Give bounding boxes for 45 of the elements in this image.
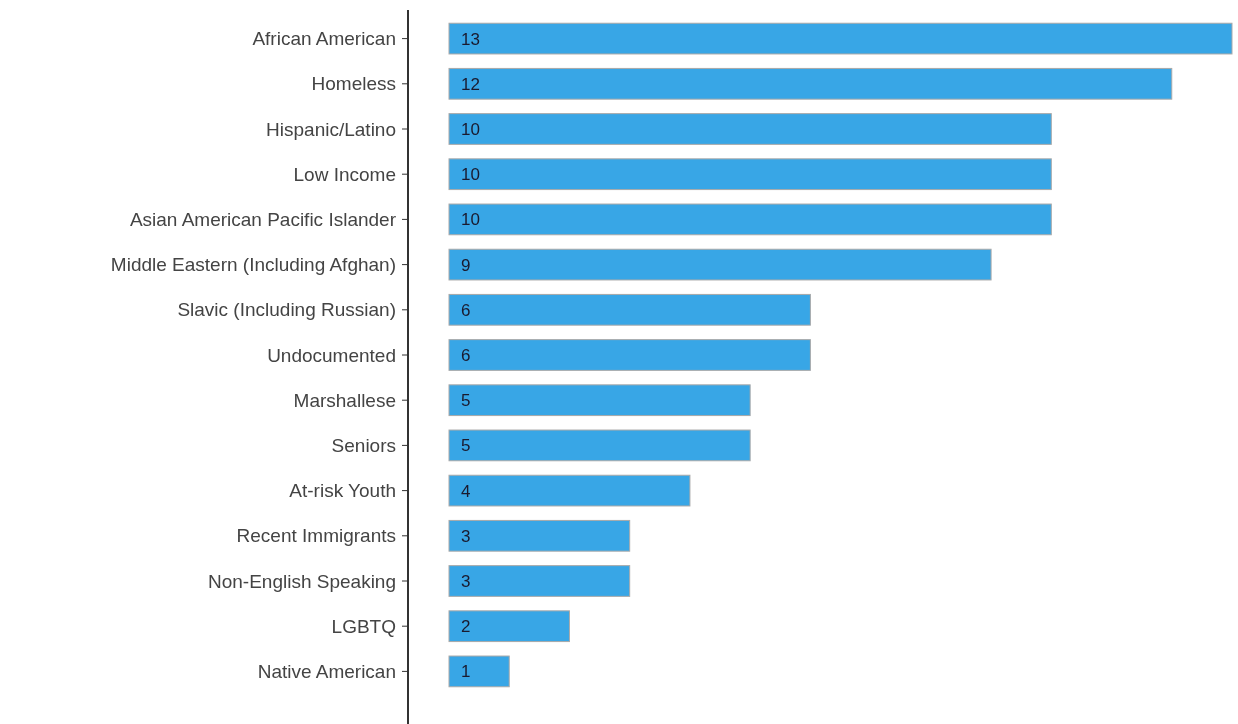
bar — [448, 22, 1233, 55]
data-label: 12 — [461, 74, 480, 94]
data-label: 3 — [461, 571, 471, 591]
data-label: 6 — [461, 345, 471, 365]
y-tick-label: Middle Eastern (Including Afghan) — [110, 254, 396, 276]
bar — [448, 67, 1173, 100]
bar — [448, 339, 811, 371]
data-label: 10 — [461, 119, 480, 139]
bar — [448, 610, 570, 643]
y-tick-label: Hispanic/Latino — [266, 118, 396, 140]
bar — [448, 474, 691, 507]
bar — [448, 158, 1052, 191]
data-label: 10 — [461, 165, 480, 185]
data-label: 1 — [461, 662, 471, 682]
data-label: 9 — [461, 255, 471, 275]
y-tick-label: Low Income — [293, 163, 396, 185]
data-label: 4 — [461, 481, 471, 501]
bar — [448, 293, 811, 326]
data-label: 5 — [461, 436, 471, 456]
data-label: 6 — [461, 300, 471, 320]
data-label: 10 — [461, 210, 480, 230]
y-tick-label: Asian American Pacific Islander — [129, 209, 397, 231]
y-tick-label: Native American — [257, 661, 396, 683]
bar — [448, 113, 1052, 145]
data-label: 3 — [461, 526, 471, 546]
y-tick-label: Slavic (Including Russian) — [177, 299, 396, 321]
y-tick-label: At-risk Youth — [289, 480, 396, 502]
bar — [448, 248, 992, 281]
y-tick-label: Marshallese — [293, 389, 396, 411]
y-tick-label: Homeless — [311, 73, 396, 95]
y-tick-label: Seniors — [331, 435, 396, 457]
y-tick-label: African American — [252, 28, 396, 50]
bar — [448, 519, 631, 552]
y-tick-label: Non-English Speaking — [207, 570, 396, 592]
y-tick-label: Recent Immigrants — [236, 525, 396, 547]
data-label: 5 — [461, 391, 471, 411]
y-tick-label: LGBTQ — [331, 615, 396, 637]
bar — [448, 429, 751, 462]
y-tick-label: Undocumented — [267, 344, 396, 366]
data-label: 13 — [461, 29, 480, 49]
bar — [448, 384, 751, 417]
bar — [448, 203, 1052, 236]
bar — [448, 655, 510, 688]
data-label: 2 — [461, 617, 471, 637]
bar — [448, 565, 631, 597]
